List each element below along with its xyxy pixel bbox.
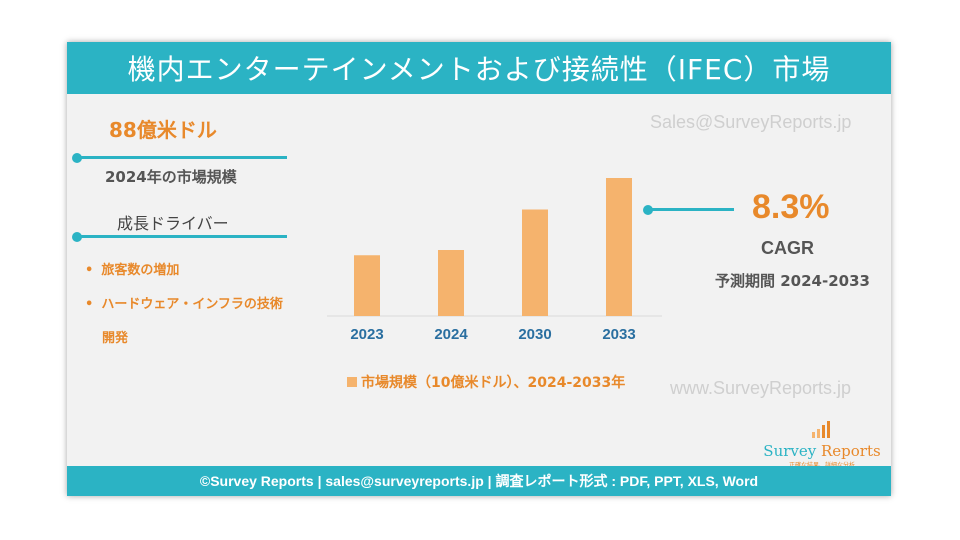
cagr-value: 8.3% xyxy=(752,188,830,226)
brand-name-a: Survey xyxy=(763,442,821,460)
legend-label: 市場規模（10億米ドル）、2024-2033年 xyxy=(361,375,626,391)
brand-name: Survey Reports xyxy=(757,442,887,460)
cagr-line xyxy=(648,208,734,211)
bar-chart: 2023 2024 2030 2033 xyxy=(327,178,662,343)
driver-item-label: 開発 xyxy=(102,331,129,346)
market-size-caption: 2024年の市場規模 xyxy=(105,168,237,186)
watermark-email: Sales@SurveyReports.jp xyxy=(650,112,852,132)
driver-item: • 旅客数の増加 xyxy=(85,263,180,278)
bar-2033 xyxy=(606,178,632,316)
x-tick-label: 2030 xyxy=(518,326,551,343)
forecast-period: 予測期間 2024-2033 xyxy=(715,272,870,290)
title-bar: 機内エンターテインメントおよび接続性（IFEC）市場 xyxy=(67,42,891,94)
brand-tagline: 正確な結果、詳細な分析 xyxy=(757,460,887,469)
page-title: 機内エンターテインメントおよび接続性（IFEC）市場 xyxy=(127,53,831,86)
drivers-line xyxy=(77,235,287,238)
drivers-list: • 旅客数の増加 • ハードウェア・インフラの技術 開発 xyxy=(85,254,283,356)
driver-item-label: 旅客数の増加 xyxy=(101,263,180,278)
bar-2024 xyxy=(438,250,464,316)
market-size-line xyxy=(77,156,287,159)
legend-swatch xyxy=(347,377,357,387)
chart-legend: 市場規模（10億米ドル）、2024-2033年 xyxy=(347,372,625,392)
footer-bar: ©Survey Reports | sales@surveyreports.jp… xyxy=(67,466,891,496)
x-tick-label: 2024 xyxy=(434,326,468,343)
bar-2023 xyxy=(354,255,380,316)
brand-name-b: Reports xyxy=(821,442,881,460)
driver-item: • ハードウェア・インフラの技術 xyxy=(85,297,283,312)
brand-logo: Survey Reports 正確な結果、詳細な分析 xyxy=(757,420,887,469)
footer-text: ©Survey Reports | sales@surveyreports.jp… xyxy=(199,473,759,489)
x-tick-label: 2033 xyxy=(602,326,635,343)
bar-chart-logo-icon xyxy=(812,421,830,438)
drivers-title: 成長ドライバー xyxy=(117,214,229,233)
x-tick-label: 2023 xyxy=(350,326,383,343)
driver-item: 開発 xyxy=(85,322,283,356)
market-size-value: 88億米ドル xyxy=(109,118,217,142)
infographic-card: 機内エンターテインメントおよび接続性（IFEC）市場 88億米ドル 2024年の… xyxy=(67,42,891,496)
cagr-label: CAGR xyxy=(761,238,814,258)
driver-item-label: ハードウェア・インフラの技術 xyxy=(101,297,283,312)
watermark-url: www.SurveyReports.jp xyxy=(670,378,852,398)
bar-2030 xyxy=(522,209,548,316)
